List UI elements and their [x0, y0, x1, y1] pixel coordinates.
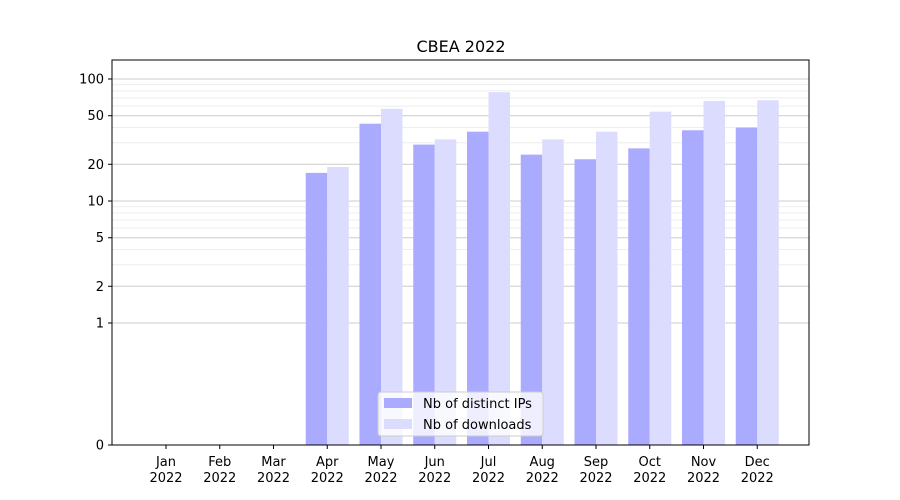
y-tick-label: 20 — [87, 158, 104, 173]
legend-swatch — [384, 419, 412, 429]
bar-distinct-ips-oct — [628, 148, 650, 445]
bar-downloads-aug — [542, 139, 564, 445]
y-tick-label: 1 — [96, 317, 104, 332]
x-tick-label: Feb 2022 — [203, 455, 236, 486]
bar-downloads-jul — [488, 92, 510, 445]
bars — [305, 92, 779, 446]
y-tick-label: 2 — [96, 280, 104, 295]
y-tick-label: 100 — [79, 73, 104, 88]
bar-downloads-apr — [327, 166, 349, 445]
legend-label: Nb of distinct IPs — [423, 397, 532, 412]
y-axis: 0 1 2 5 10 20 50 100 — [79, 73, 112, 454]
x-tick-label: Nov 2022 — [687, 455, 720, 486]
x-tick-label: May 2022 — [364, 455, 397, 486]
bar-distinct-ips-jun — [413, 144, 435, 445]
x-tick-label: Apr 2022 — [311, 455, 344, 486]
bar-downloads-oct — [649, 111, 672, 446]
bar-downloads-may — [381, 108, 403, 445]
x-tick-label: Jan 2022 — [149, 455, 182, 486]
x-tick-label: Mar 2022 — [257, 455, 290, 486]
x-tick-label: Oct 2022 — [633, 455, 666, 486]
x-tick-label: Jun 2022 — [418, 455, 451, 486]
x-axis: Jan 2022 Feb 2022 Mar 2022 Apr 2022 May 2022 Jun 20… — [149, 445, 774, 486]
bar-downloads-sep — [596, 131, 618, 445]
bar-distinct-ips-sep — [574, 159, 596, 445]
y-tick-label: 50 — [87, 109, 104, 124]
bar-distinct-ips-jul — [467, 131, 489, 445]
y-tick-label: 10 — [87, 195, 104, 210]
legend-box — [377, 391, 544, 437]
legend-label: Nb of downloads — [423, 418, 532, 433]
bar-distinct-ips-aug — [520, 154, 543, 445]
legend: Nb of distinct IPs Nb of downloads — [377, 391, 544, 437]
x-tick-label: Dec 2022 — [741, 455, 774, 486]
bar-downloads-jun — [434, 139, 457, 445]
y-tick-label: 0 — [96, 439, 104, 454]
plot-area — [111, 59, 810, 446]
x-tick-label: Sep 2022 — [579, 455, 612, 486]
bar-downloads-dec — [757, 100, 779, 445]
legend-swatch — [384, 398, 412, 408]
x-tick-label: Aug 2022 — [526, 455, 559, 486]
bar-distinct-ips-may — [359, 123, 381, 445]
x-tick-label: Jul 2022 — [472, 455, 505, 486]
bar-distinct-ips-nov — [682, 130, 704, 445]
bar-distinct-ips-apr — [305, 172, 328, 445]
chart-title: CBEA 2022 — [416, 37, 505, 56]
y-tick-label: 5 — [96, 231, 104, 246]
bar-distinct-ips-dec — [735, 127, 758, 446]
bar-downloads-nov — [703, 101, 725, 446]
